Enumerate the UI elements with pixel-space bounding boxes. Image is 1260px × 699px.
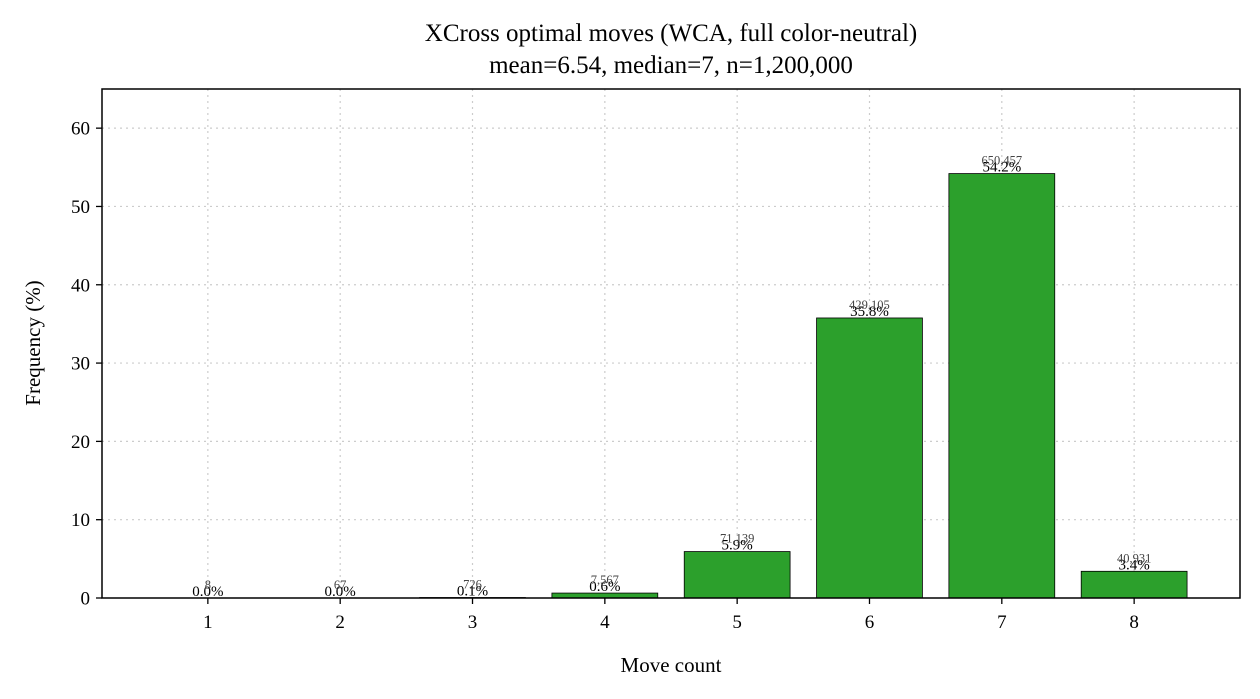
- bar-percent-label: 3.4%: [1119, 557, 1150, 573]
- x-tick-label: 5: [732, 612, 742, 633]
- bar-count-label: 7,567: [591, 573, 619, 587]
- bar-move-8: [1080, 570, 1188, 599]
- bar-percent-label: 0.6%: [589, 579, 620, 595]
- y-tick-label: 10: [71, 510, 90, 531]
- y-tick-label: 50: [71, 197, 90, 218]
- bar-percent-label: 54.2%: [982, 160, 1021, 176]
- y-tick-label: 20: [71, 432, 90, 453]
- bar-count-label: 429,105: [849, 298, 890, 312]
- bar-count-label: 40,931: [1117, 551, 1151, 565]
- bar-move-6: [816, 317, 923, 599]
- grid-lines: [102, 89, 1240, 598]
- bar-count-label: 650,457: [982, 154, 1023, 168]
- plot-frame: [101, 88, 1241, 599]
- bar-percent-label: 0.0%: [192, 584, 223, 600]
- chart-title: XCross optimal moves (WCA, full color-ne…: [425, 20, 917, 47]
- x-tick-label: 7: [997, 612, 1007, 633]
- bar-move-7: [948, 173, 1056, 599]
- x-tick-label: 1: [203, 612, 213, 633]
- y-tick-label: 0: [81, 589, 91, 610]
- bars: [154, 173, 1188, 599]
- bar-count-label: 71,139: [720, 532, 754, 546]
- bar-percent-label: 0.1%: [457, 584, 488, 600]
- bar-count-label: 67: [334, 578, 347, 592]
- bar-percent-label: 0.0%: [325, 584, 356, 600]
- bar-percent-label: 35.8%: [850, 304, 889, 320]
- x-tick-label: 3: [468, 612, 478, 633]
- bar-move-5: [683, 551, 791, 599]
- x-tick-label: 2: [335, 612, 345, 633]
- x-tick-label: 8: [1129, 612, 1139, 633]
- bar-count-label: 726: [463, 578, 482, 592]
- bar-count-label: 8: [205, 578, 211, 592]
- y-tick-label: 40: [71, 275, 90, 296]
- x-tick-label: 4: [600, 612, 610, 633]
- x-tick-label: 6: [865, 612, 875, 633]
- chart-subtitle: mean=6.54, median=7, n=1,200,000: [489, 52, 853, 79]
- y-tick-label: 60: [71, 119, 90, 140]
- y-axis-label: Frequency (%): [21, 280, 45, 405]
- bar-labels: 0.0%8 0.0%67 0.1%726 0.6%7,5675.9%71,13935.…: [192, 154, 1151, 600]
- y-tick-label: 30: [71, 354, 90, 375]
- x-axis-label: Move count: [621, 653, 722, 677]
- bar-percent-label: 5.9%: [722, 538, 753, 554]
